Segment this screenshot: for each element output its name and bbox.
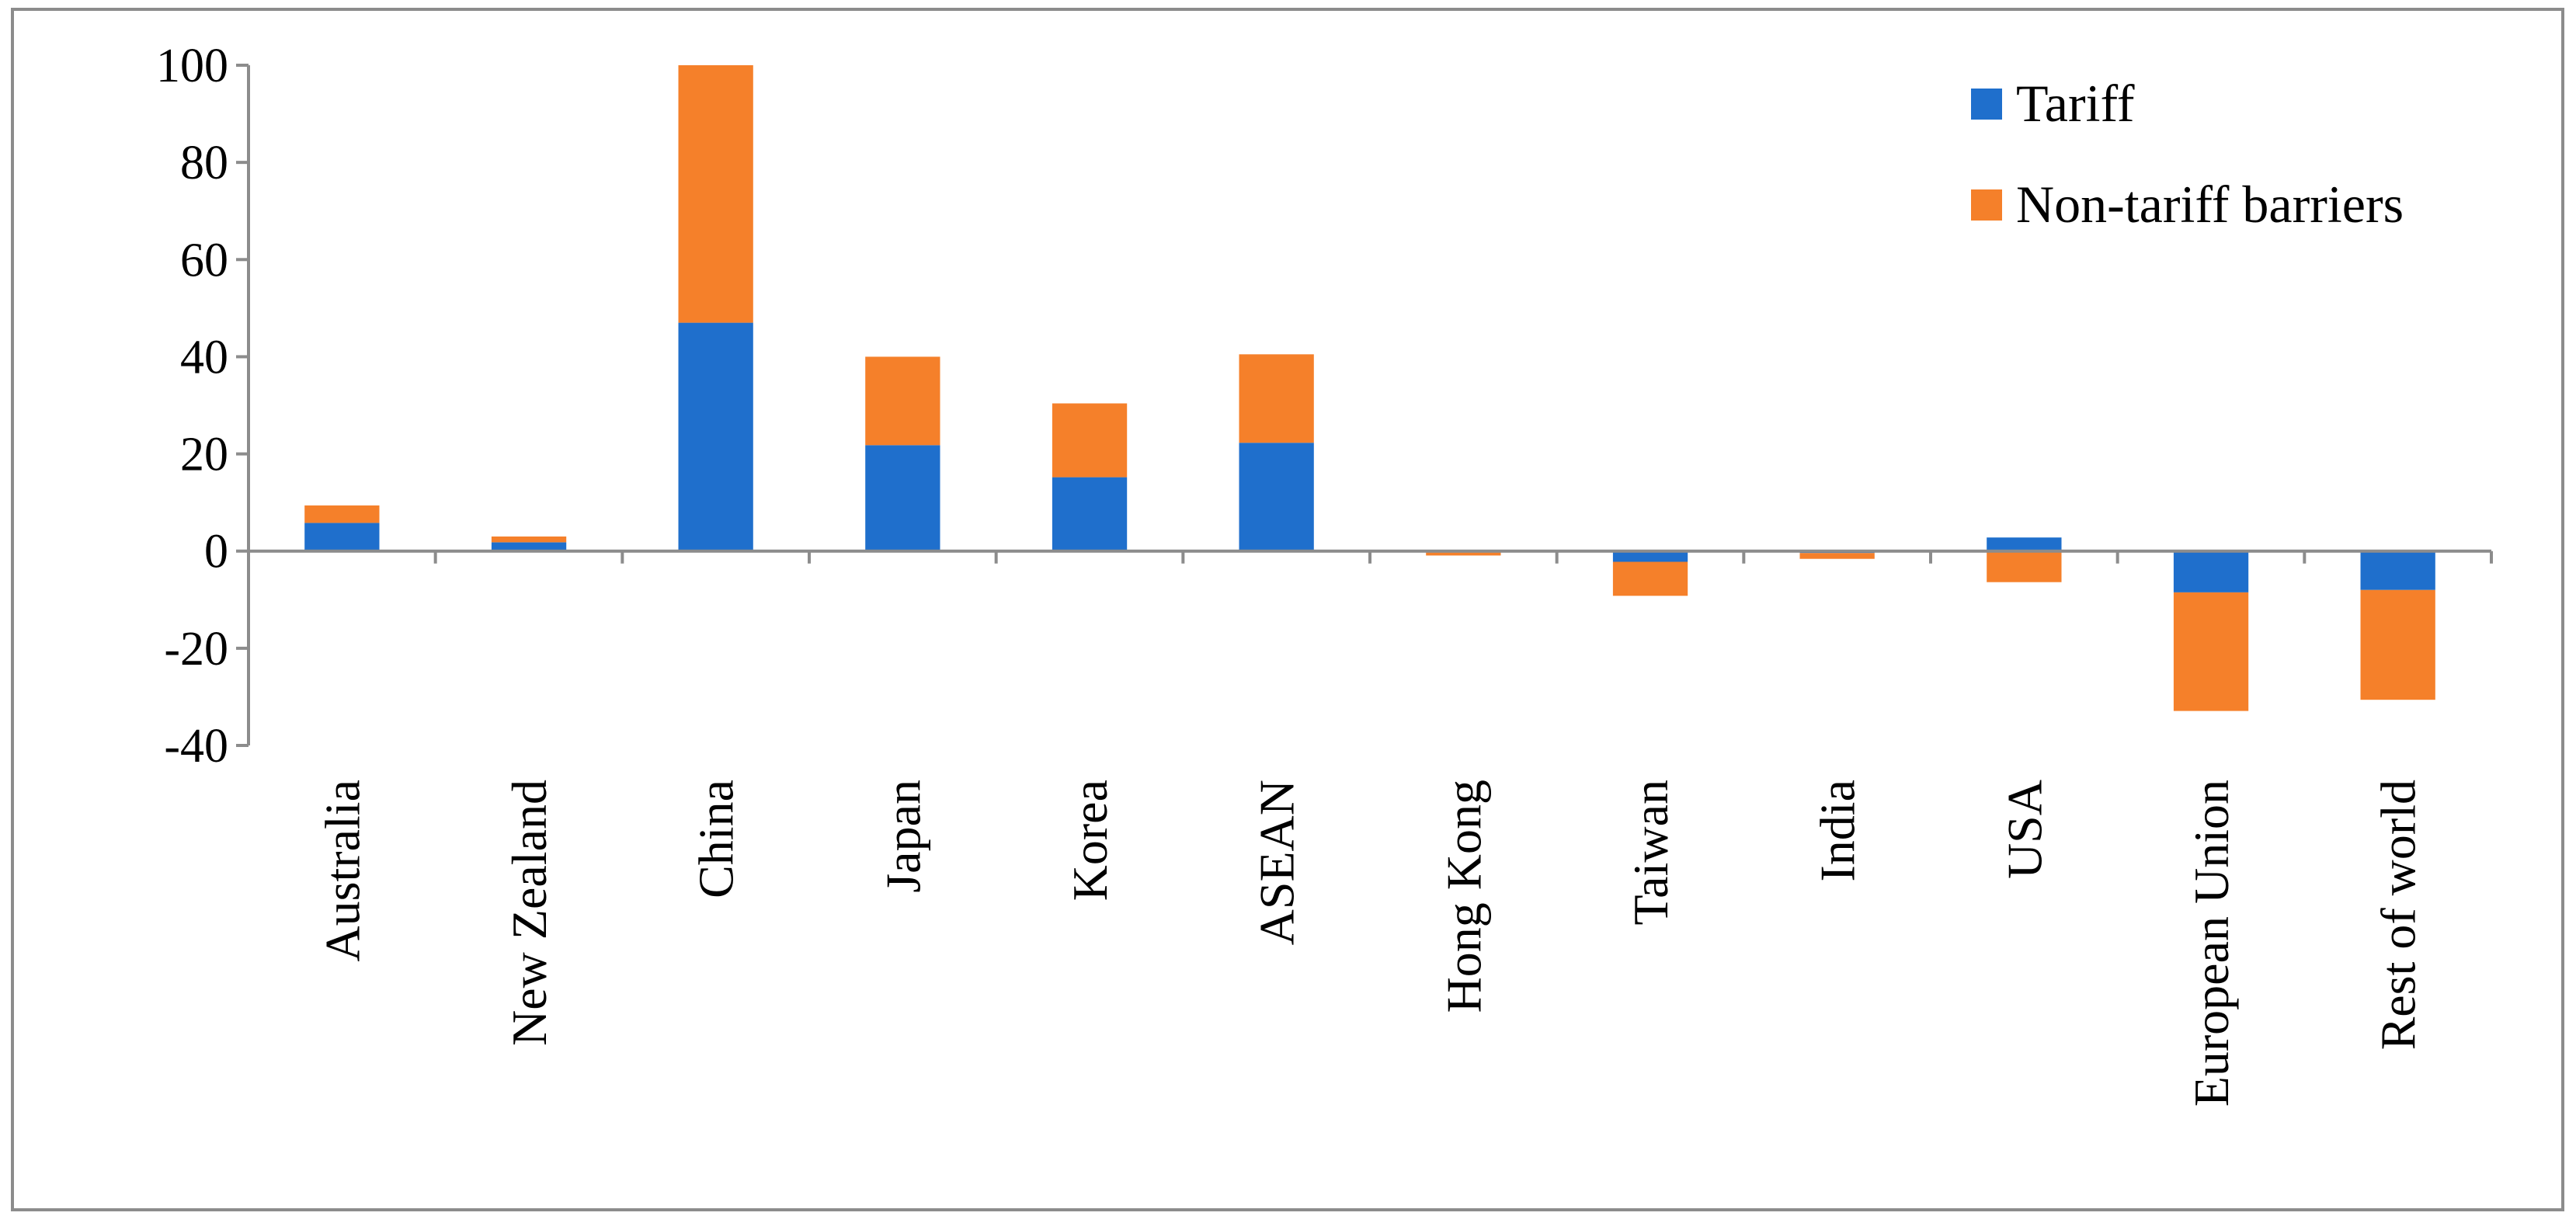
bar-non-tariff-european-union bbox=[2173, 592, 2249, 711]
bar-tariff-new-zealand bbox=[491, 542, 567, 551]
bar-non-tariff-usa bbox=[1987, 551, 2062, 582]
y-tick-label: 0 bbox=[204, 526, 228, 578]
y-tick-label: 100 bbox=[156, 40, 228, 92]
bar-non-tariff-australia bbox=[304, 505, 380, 523]
bar-tariff-usa bbox=[1987, 537, 2062, 551]
bar-non-tariff-new-zealand bbox=[491, 536, 567, 543]
legend-label: Tariff bbox=[2016, 74, 2135, 133]
y-ticks-layer: 100 80 60 40 20 0 -20 -40 bbox=[156, 40, 2493, 773]
category-labels-layer: Australia New Zealand China Japan Korea ASEAN… bbox=[315, 780, 2425, 1107]
bar-non-tariff-korea bbox=[1052, 403, 1128, 478]
bar-non-tariff-taiwan bbox=[1612, 561, 1688, 596]
category-label: USA bbox=[1997, 780, 2052, 879]
legend-swatch bbox=[1971, 89, 2002, 120]
bar-tariff-taiwan bbox=[1612, 551, 1688, 562]
category-label: New Zealand bbox=[502, 780, 557, 1046]
bar-tariff-rest-of-world bbox=[2360, 551, 2435, 590]
category-label: Korea bbox=[1062, 780, 1118, 901]
chart-frame: 100 80 60 40 20 0 -20 -40 Australia New Zealand C… bbox=[11, 8, 2564, 1211]
bar-tariff-korea bbox=[1052, 477, 1128, 551]
bar-tariff-european-union bbox=[2173, 551, 2249, 592]
y-tick-label: -40 bbox=[164, 720, 228, 773]
category-label: Rest of world bbox=[2371, 780, 2426, 1050]
stacked-bar-chart: 100 80 60 40 20 0 -20 -40 Australia New Zealand C… bbox=[156, 40, 2493, 1107]
y-tick-label: -20 bbox=[164, 623, 228, 676]
category-label: ASEAN bbox=[1250, 780, 1305, 945]
bar-tariff-japan bbox=[865, 445, 940, 551]
bars-layer bbox=[304, 65, 2435, 711]
bar-tariff-asean bbox=[1239, 443, 1314, 551]
category-label: India bbox=[1810, 780, 1865, 882]
legend: Tariff Non-tariff barriers bbox=[1971, 74, 2404, 234]
bar-tariff-australia bbox=[304, 523, 380, 551]
bar-non-tariff-rest-of-world bbox=[2360, 589, 2435, 700]
y-tick-label: 20 bbox=[180, 429, 228, 481]
category-label: China bbox=[689, 780, 744, 898]
y-tick-label: 80 bbox=[180, 137, 228, 189]
legend-label: Non-tariff barriers bbox=[2016, 175, 2404, 234]
category-label: Japan bbox=[875, 780, 930, 893]
category-label: European Union bbox=[2184, 780, 2239, 1107]
bar-non-tariff-china bbox=[678, 65, 753, 323]
bar-non-tariff-asean bbox=[1239, 354, 1314, 443]
bar-tariff-china bbox=[678, 322, 753, 551]
bar-non-tariff-india bbox=[1799, 553, 1875, 559]
legend-swatch bbox=[1971, 189, 2002, 221]
y-tick-label: 40 bbox=[180, 331, 228, 384]
y-tick-label: 60 bbox=[180, 234, 228, 287]
category-label: Australia bbox=[315, 780, 370, 962]
category-label: Hong Kong bbox=[1436, 780, 1491, 1013]
bar-non-tariff-hong-kong bbox=[1426, 552, 1501, 556]
bar-non-tariff-japan bbox=[865, 356, 940, 446]
axes-layer bbox=[247, 65, 2491, 745]
category-label: Taiwan bbox=[1623, 780, 1678, 925]
